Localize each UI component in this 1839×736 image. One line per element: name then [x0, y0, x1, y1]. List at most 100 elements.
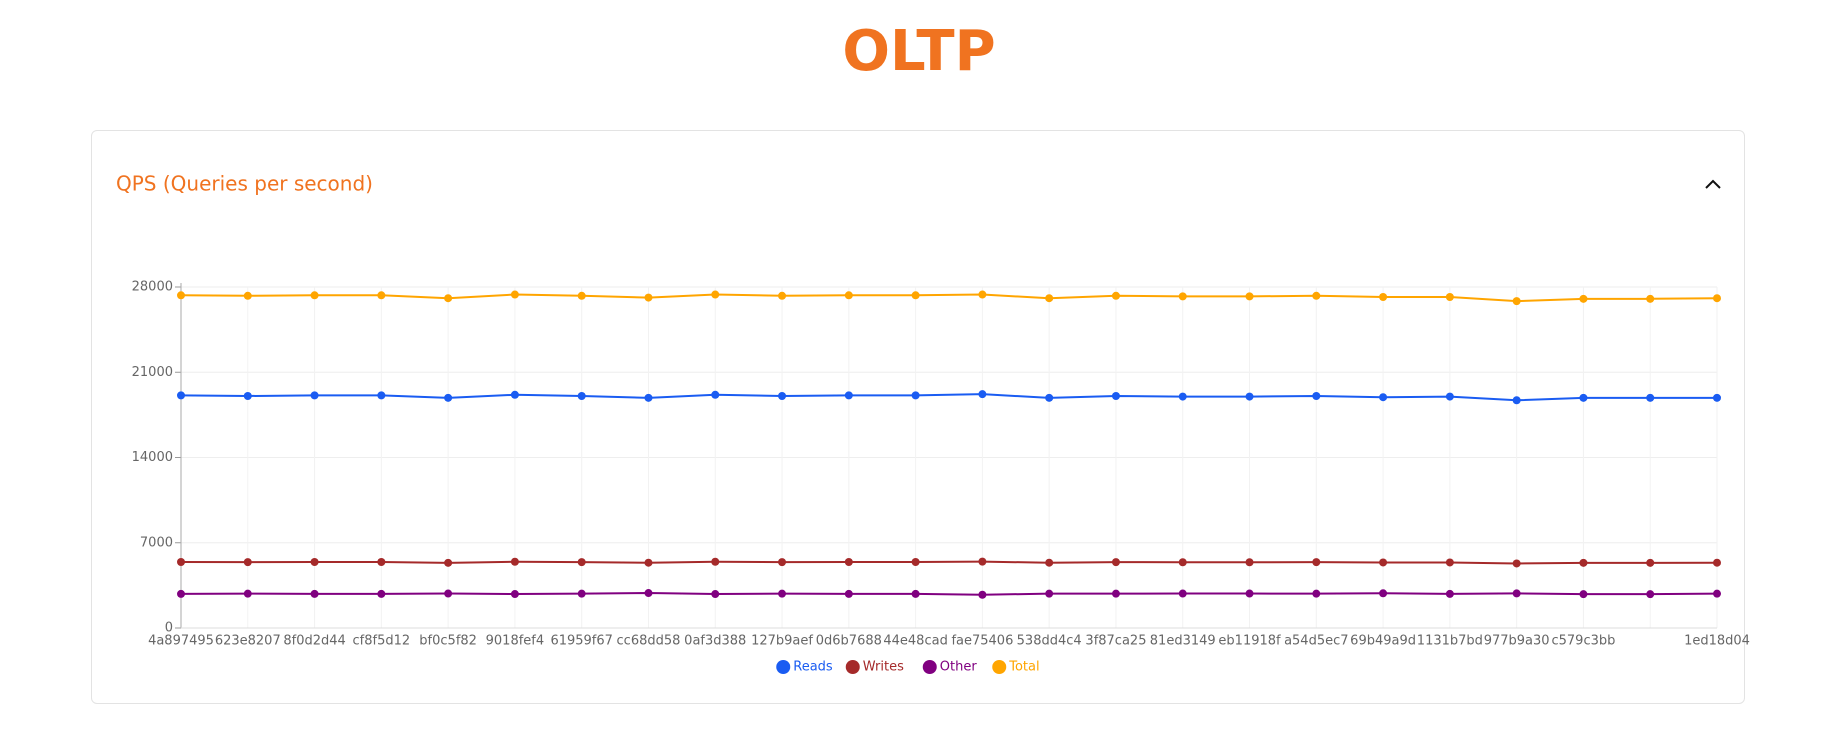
data-point: [1245, 558, 1254, 567]
data-point: [644, 293, 653, 302]
data-point: [778, 589, 787, 598]
x-tick-label: 0d6b7688: [816, 634, 882, 649]
data-point: [1045, 393, 1054, 402]
data-point: [1713, 558, 1721, 567]
x-tick-label: 3f87ca25: [1085, 634, 1146, 649]
data-point: [1512, 396, 1521, 405]
legend-swatch: [922, 660, 937, 674]
data-point: [577, 589, 586, 598]
data-point: [310, 589, 319, 598]
x-tick-label: cf8f5d12: [353, 634, 411, 649]
data-point: [1379, 558, 1388, 567]
data-point: [1045, 558, 1054, 567]
data-point: [1178, 292, 1187, 301]
chart-card: [91, 130, 1745, 704]
data-point: [644, 558, 653, 567]
data-point: [1312, 291, 1321, 300]
data-point: [911, 589, 920, 598]
data-point: [644, 589, 653, 598]
data-point: [510, 390, 519, 399]
data-point: [844, 391, 853, 400]
x-tick-label: 1131b7bd: [1417, 634, 1483, 649]
data-point: [243, 391, 252, 400]
data-point: [444, 393, 453, 402]
data-point: [844, 589, 853, 598]
data-point: [310, 391, 319, 400]
data-point: [377, 557, 386, 566]
page-title: OLTP: [842, 19, 995, 84]
data-point: [377, 589, 386, 598]
data-point: [778, 558, 787, 567]
data-point: [978, 590, 987, 599]
data-point: [1646, 558, 1655, 567]
data-point: [1646, 590, 1655, 599]
x-tick-label: 61959f67: [550, 634, 612, 649]
series-line: [180, 560, 1718, 565]
x-tick-label: 4a897495: [148, 634, 214, 649]
x-tick-label: c579c3bb: [1551, 634, 1615, 649]
data-point: [778, 291, 787, 300]
data-point: [1245, 589, 1254, 598]
y-tick-label: 0: [165, 621, 173, 636]
x-tick-label: 9018fef4: [486, 634, 545, 649]
data-point: [1579, 294, 1588, 303]
collapse-toggle[interactable]: [1705, 179, 1721, 189]
data-point: [510, 290, 519, 299]
data-point: [978, 390, 987, 399]
x-tick-label: 623e8207: [215, 634, 281, 649]
data-point: [1713, 393, 1721, 402]
series-line: [180, 592, 1718, 596]
data-point: [1713, 589, 1721, 598]
y-tick-label: 21000: [132, 365, 173, 380]
legend-label: Writes: [863, 660, 904, 675]
data-point: [310, 291, 319, 300]
data-point: [1312, 589, 1321, 598]
x-tick-label: 538dd4c4: [1017, 634, 1082, 649]
data-point: [243, 291, 252, 300]
data-point: [510, 590, 519, 599]
x-tick-label: cc68dd58: [617, 634, 681, 649]
data-point: [310, 557, 319, 566]
data-point: [1178, 392, 1187, 401]
data-point: [1379, 292, 1388, 301]
data-point: [444, 558, 453, 567]
y-tick-label: 14000: [132, 450, 173, 465]
data-point: [1111, 291, 1120, 300]
x-tick-label: eb11918f: [1218, 634, 1281, 649]
data-point: [243, 589, 252, 598]
data-point: [1111, 391, 1120, 400]
legend-swatch: [992, 660, 1007, 674]
data-point: [1245, 392, 1254, 401]
data-point: [978, 557, 987, 566]
data-point: [1512, 559, 1521, 568]
x-tick-label: 8f0d2d44: [283, 634, 345, 649]
data-point: [510, 557, 519, 566]
data-point: [577, 291, 586, 300]
data-point: [243, 558, 252, 567]
data-point: [177, 291, 185, 300]
data-point: [711, 390, 720, 399]
legend-swatch: [776, 660, 791, 674]
legend-label: Total: [1008, 660, 1039, 675]
data-point: [844, 291, 853, 300]
y-tick-label: 28000: [132, 280, 173, 295]
x-tick-label: 44e48cad: [883, 634, 947, 649]
x-tick-label: 127b9aef: [751, 634, 813, 649]
data-point: [1512, 297, 1521, 306]
series-line: [180, 393, 1717, 402]
data-point: [711, 290, 720, 299]
data-point: [1579, 590, 1588, 599]
data-point: [1445, 392, 1454, 401]
data-point: [911, 391, 920, 400]
data-point: [911, 291, 920, 300]
data-point: [444, 589, 453, 598]
data-point: [1445, 292, 1454, 301]
data-point: [1713, 294, 1721, 303]
x-tick-label: 81ed3149: [1150, 634, 1216, 649]
data-point: [1111, 558, 1120, 567]
data-point: [1379, 393, 1388, 402]
legend-label: Reads: [793, 660, 833, 675]
legend-label: Other: [940, 660, 978, 675]
